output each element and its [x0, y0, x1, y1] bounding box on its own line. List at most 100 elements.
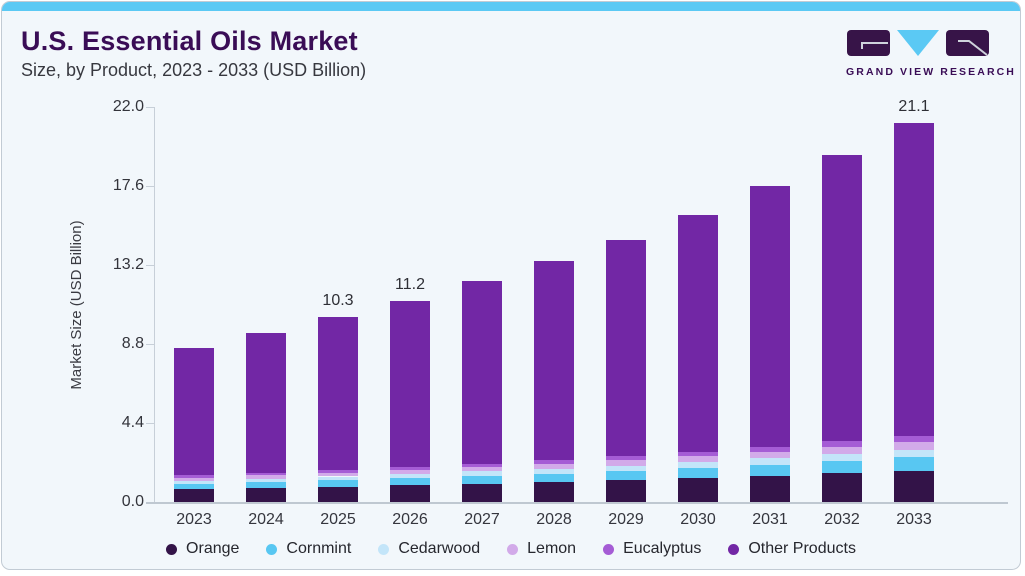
bar-value-label: 10.3: [322, 292, 354, 310]
y-axis-tick: [146, 422, 154, 424]
bar-segment-eucalyptus: [678, 451, 718, 457]
y-axis-tick: [146, 106, 154, 108]
x-axis-label: 2026: [392, 511, 428, 528]
bar-value-label: 21.1: [898, 98, 930, 116]
bar-segment-lemon: [678, 456, 718, 463]
legend-dot-icon: [266, 543, 278, 555]
bar-segment-other-products: [390, 300, 430, 467]
bar-segment-eucalyptus: [606, 456, 646, 461]
bar-segment-lemon: [606, 460, 646, 466]
bar-segment-orange: [462, 483, 502, 502]
legend-dot-icon: [507, 543, 519, 555]
y-tick-label: 22.0: [112, 98, 144, 115]
page-title: U.S. Essential Oils Market: [21, 26, 358, 56]
x-axis-label: 2033: [896, 511, 932, 528]
bar-segment-cornmint: [534, 473, 574, 483]
bar-segment-orange: [606, 480, 646, 502]
accent-strip: [2, 2, 1020, 11]
bar-segment-eucalyptus: [462, 463, 502, 467]
bar-segment-lemon: [822, 446, 862, 455]
legend-item-lemon: Lemon: [507, 540, 576, 558]
bar-segment-orange: [822, 473, 862, 502]
legend-dot-icon: [603, 543, 615, 555]
bar-segment-orange: [750, 475, 790, 502]
legend-item-eucalyptus: Eucalyptus: [603, 540, 701, 558]
bar-segment-other-products: [606, 239, 646, 457]
bar-segment-orange: [318, 486, 358, 502]
bar-segment-other-products: [174, 347, 214, 476]
page-subtitle: Size, by Product, 2023 - 2033 (USD Billi…: [21, 60, 367, 80]
bar-segment-cedarwood: [750, 458, 790, 465]
bar-segment-cornmint: [750, 464, 790, 476]
y-tick-label: 13.2: [112, 256, 144, 273]
bar-segment-other-products: [678, 214, 718, 452]
bar-segment-cedarwood: [534, 468, 574, 474]
bar-segment-lemon: [174, 477, 214, 481]
bar-segment-cedarwood: [822, 454, 862, 462]
bar-segment-other-products: [822, 155, 862, 442]
x-axis-line: [146, 502, 1008, 504]
legend-label: Cedarwood: [398, 540, 481, 557]
bar-segment-cornmint: [894, 457, 934, 471]
x-axis-label: 2024: [248, 511, 284, 528]
bar-segment-cedarwood: [606, 465, 646, 472]
legend-dot-icon: [728, 543, 740, 555]
bar-segment-cedarwood: [174, 480, 214, 484]
bar-segment-eucalyptus: [534, 460, 574, 464]
legend-dot-icon: [378, 543, 390, 555]
bar-segment-orange: [174, 489, 214, 502]
bar-segment-eucalyptus: [174, 475, 214, 478]
brand-logo: GRAND VIEW RESEARCH: [846, 28, 1016, 78]
bar-segment-orange: [678, 478, 718, 502]
bar-segment-cedarwood: [390, 474, 430, 479]
bar-segment-lemon: [462, 466, 502, 472]
bar-segment-cedarwood: [678, 462, 718, 469]
x-axis-label: 2031: [752, 511, 788, 528]
bar-segment-other-products: [462, 281, 502, 464]
bar-segment-cornmint: [606, 471, 646, 481]
y-tick-label: 17.6: [112, 177, 144, 194]
bar-segment-lemon: [246, 475, 286, 479]
bar-segment-cornmint: [462, 475, 502, 484]
y-tick-label: 4.4: [121, 414, 144, 431]
x-axis-label: 2030: [680, 511, 716, 528]
x-axis-label: 2028: [536, 511, 572, 528]
y-axis-tick: [146, 343, 154, 345]
legend-dot-icon: [166, 543, 178, 555]
legend-label: Orange: [186, 540, 240, 557]
y-axis-line: [154, 107, 155, 502]
bar-segment-cedarwood: [246, 478, 286, 483]
bar-value-label: 11.2: [395, 275, 425, 293]
bar-segment-cedarwood: [318, 476, 358, 481]
legend-label: Cornmint: [286, 540, 352, 557]
bar-segment-other-products: [318, 317, 358, 470]
bar-segment-eucalyptus: [750, 447, 790, 452]
x-axis-label: 2029: [608, 511, 644, 528]
x-axis-label: 2025: [320, 511, 356, 528]
brand-logo-text: GRAND VIEW RESEARCH: [846, 66, 1016, 78]
bar-segment-lemon: [534, 463, 574, 469]
bar-segment-lemon: [318, 472, 358, 477]
bar-segment-eucalyptus: [390, 466, 430, 471]
legend-label: Lemon: [527, 540, 577, 557]
bar-segment-orange: [894, 470, 934, 502]
bar-segment-eucalyptus: [246, 472, 286, 476]
chart-legend: Orange Cornmint Cedarwood Lemon Eucalyptus Ot…: [2, 540, 1020, 558]
bar-segment-cornmint: [390, 478, 430, 486]
y-axis-tick: [146, 185, 154, 187]
bar-segment-cedarwood: [894, 449, 934, 458]
bar-segment-lemon: [750, 451, 790, 459]
y-axis-title: Market Size (USD Billion): [68, 220, 85, 390]
x-axis-label: 2032: [824, 511, 860, 528]
legend-label: Other Products: [748, 540, 856, 557]
y-axis-tick: [146, 264, 154, 266]
legend-item-cornmint: Cornmint: [266, 540, 351, 558]
legend-label: Eucalyptus: [623, 540, 702, 557]
bar-segment-lemon: [390, 470, 430, 475]
bar-segment-cornmint: [678, 468, 718, 479]
bar-segment-cornmint: [246, 482, 286, 488]
y-tick-label: 8.8: [121, 335, 144, 352]
bar-segment-eucalyptus: [318, 469, 358, 473]
bar-segment-eucalyptus: [822, 441, 862, 447]
x-axis-label: 2027: [464, 511, 500, 528]
